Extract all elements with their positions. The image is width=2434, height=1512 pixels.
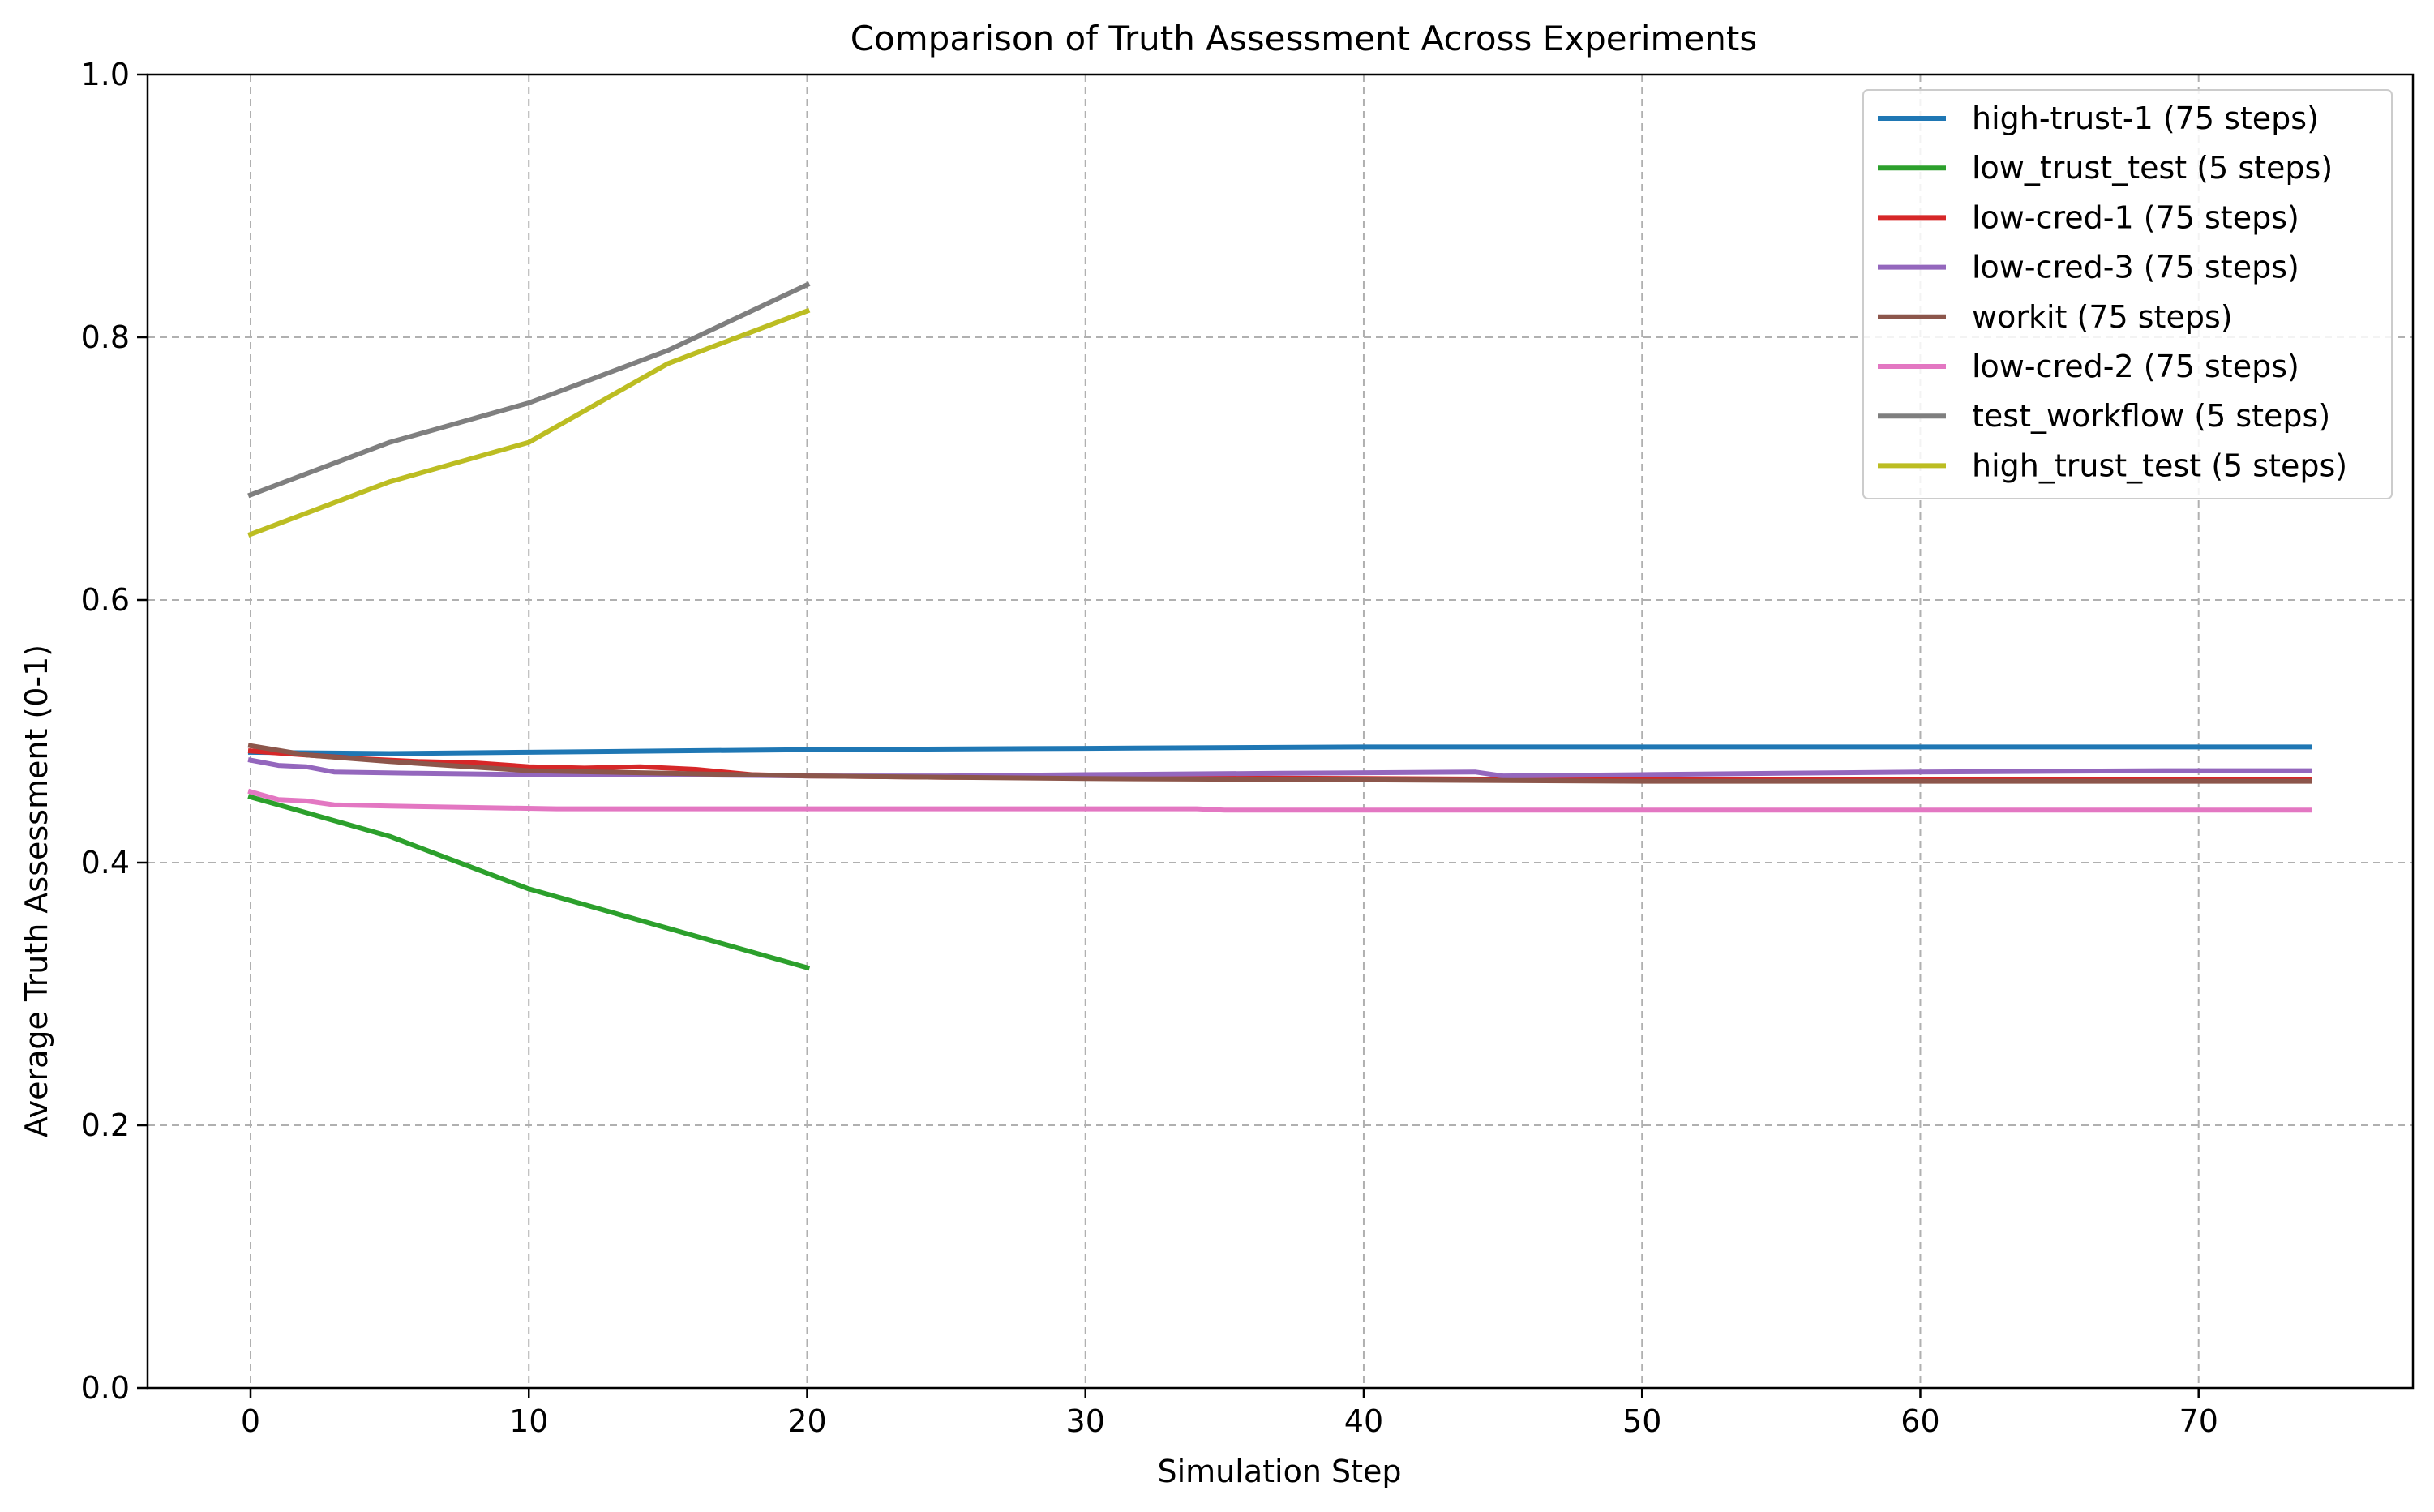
series-line — [247, 757, 2312, 779]
legend-label: test_workflow (5 steps) — [1972, 398, 2330, 434]
y-tick-label: 1.0 — [81, 57, 130, 92]
legend-box — [1862, 89, 2393, 499]
x-tick-label: 60 — [1900, 1403, 1939, 1439]
y-tick-label: 0.8 — [81, 319, 130, 355]
y-tick-label: 0.2 — [81, 1107, 130, 1143]
y-tick-label: 0.6 — [81, 582, 130, 618]
legend-label: low_trust_test (5 steps) — [1972, 150, 2333, 186]
x-tick-label: 20 — [787, 1403, 826, 1439]
plot-area-frame — [146, 73, 2415, 1390]
series-line — [247, 794, 811, 971]
x-tick-label: 50 — [1622, 1403, 1661, 1439]
series-line — [247, 744, 2312, 756]
legend-label: high-trust-1 (75 steps) — [1972, 101, 2319, 136]
x-tick-label: 0 — [241, 1403, 260, 1439]
legend-label: low-cred-3 (75 steps) — [1972, 250, 2299, 285]
series-line — [247, 281, 811, 499]
x-tick-label: 40 — [1344, 1403, 1383, 1439]
data-series — [247, 281, 2312, 971]
legend-label: high_trust_test (5 steps) — [1972, 448, 2347, 483]
series-line — [247, 743, 2312, 784]
x-tick-label: 10 — [509, 1403, 548, 1439]
series-line — [247, 307, 811, 538]
legend-items: high-trust-1 (75 steps) low_trust_test (5… — [1878, 101, 2347, 483]
y-tick-label: 0.4 — [81, 845, 130, 880]
legend-label: workit (75 steps) — [1972, 299, 2233, 335]
x-tick-label: 30 — [1066, 1403, 1105, 1439]
y-tick-label: 0.0 — [81, 1370, 130, 1406]
series-line — [247, 788, 2312, 813]
legend-label: low-cred-1 (75 steps) — [1972, 199, 2299, 235]
chart-title: Comparison of Truth Assessment Across Ex… — [851, 19, 1758, 58]
legend: high-trust-1 (75 steps) low_trust_test (5… — [1862, 89, 2393, 499]
legend-label: low-cred-2 (75 steps) — [1972, 349, 2299, 384]
x-axis-label: Simulation Step — [1157, 1454, 1401, 1489]
y-axis-ticks: 0.0 0.2 0.4 0.6 0.8 1.0 — [81, 57, 148, 1406]
x-axis-ticks: 0 10 20 30 40 50 60 70 — [241, 1388, 2218, 1439]
x-tick-label: 70 — [2179, 1403, 2218, 1439]
y-axis-label: Average Truth Assessment (0-1) — [19, 645, 54, 1137]
